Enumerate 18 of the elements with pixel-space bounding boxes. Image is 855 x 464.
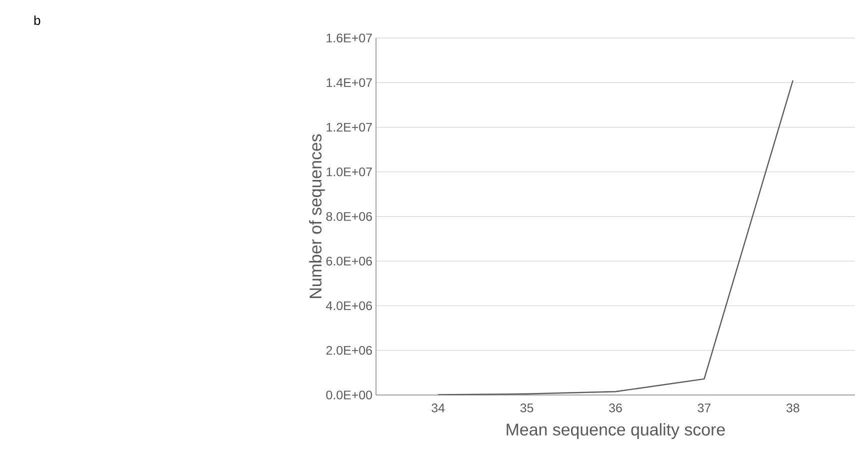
- y-tick-label: 1.0E+07: [326, 167, 372, 176]
- x-tick-label: 38: [786, 404, 800, 412]
- x-tick-label: 34: [432, 404, 445, 412]
- y-tick-label: 0.0E+00: [326, 390, 372, 400]
- x-axis-title: Mean sequence quality score: [506, 423, 725, 439]
- y-tick-label: 6.0E+06: [326, 256, 372, 266]
- line-series: [438, 80, 794, 395]
- x-tick-label: 35: [520, 404, 534, 412]
- y-tick-label: 1.2E+07: [326, 122, 372, 132]
- x-tick-label: 37: [698, 404, 711, 412]
- text: b: [34, 16, 40, 26]
- y-tick-label: 1.6E+07: [326, 34, 372, 42]
- y-axis-title: Number of sequences: [309, 134, 325, 298]
- y-tick-label: 2.0E+06: [326, 346, 372, 355]
- x-tick-label: 36: [609, 404, 622, 412]
- y-tick-label: 8.0E+06: [326, 212, 372, 221]
- y-tick-label: 1.4E+07: [326, 78, 372, 88]
- y-tick-label: 4.0E+06: [326, 301, 372, 310]
